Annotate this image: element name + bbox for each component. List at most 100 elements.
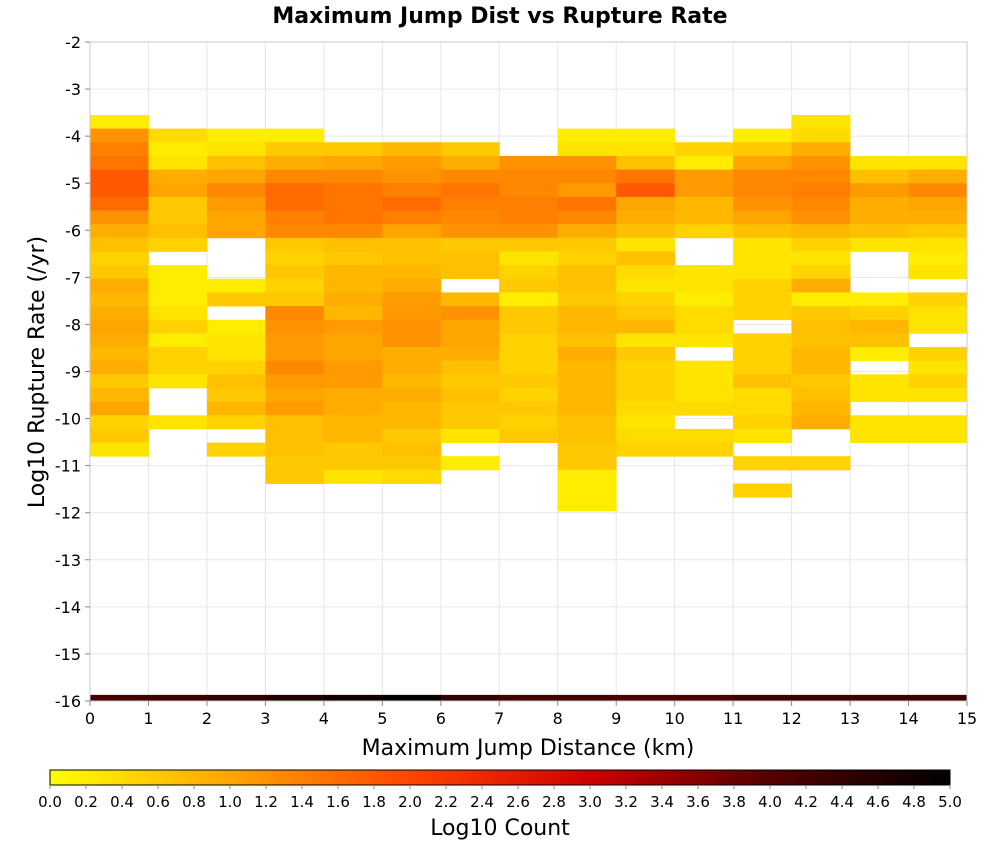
heatmap-cell: [265, 278, 325, 293]
heatmap-cell: [148, 142, 208, 157]
heatmap-cell: [382, 374, 442, 389]
heatmap-cell: [265, 196, 325, 211]
heatmap-cell: [850, 319, 909, 334]
heatmap-cell: [557, 237, 617, 252]
heatmap-cell-baseline: [440, 694, 500, 701]
heatmap-cell: [265, 224, 325, 239]
heatmap-cell: [616, 278, 676, 293]
heatmap-cell: [499, 347, 559, 362]
heatmap-cell: [323, 265, 383, 280]
heatmap-cell: [323, 456, 383, 471]
colorbar-tick-label: 2.6: [506, 793, 530, 811]
heatmap-cell: [382, 360, 442, 375]
heatmap-cell: [499, 251, 559, 266]
heatmap-cell-baseline: [557, 694, 617, 701]
heatmap-cell: [90, 415, 149, 430]
heatmap-cell: [616, 196, 676, 211]
heatmap-cell: [382, 347, 442, 362]
heatmap-cell: [265, 401, 325, 416]
heatmap-cell: [791, 319, 851, 334]
heatmap-cell: [499, 292, 559, 307]
heatmap-cell: [616, 292, 676, 307]
heatmap-cell: [674, 183, 734, 198]
x-tick-label: 15: [957, 709, 977, 728]
heatmap-cell: [850, 292, 909, 307]
colorbar-tick-label: 1.6: [326, 793, 350, 811]
heatmap-cell: [206, 128, 266, 143]
heatmap-cell: [265, 347, 325, 362]
heatmap-cell: [148, 360, 208, 375]
heatmap-cell-baseline: [850, 694, 909, 701]
heatmap-cell-baseline: [148, 694, 208, 701]
heatmap-cell: [206, 196, 266, 211]
x-tick-label: 0: [85, 709, 95, 728]
heatmap-cell-baseline: [265, 694, 325, 701]
heatmap-cell: [440, 428, 500, 443]
heatmap-cell: [206, 347, 266, 362]
heatmap-cell: [499, 278, 559, 293]
heatmap-cell: [440, 401, 500, 416]
colorbar-tick-label: 2.2: [434, 793, 458, 811]
heatmap-cell: [206, 387, 266, 403]
heatmap-cell: [382, 292, 442, 307]
heatmap-cell: [90, 114, 149, 130]
heatmap-cell: [382, 442, 442, 457]
heatmap-cell: [323, 401, 383, 416]
heatmap-cell: [90, 360, 149, 375]
heatmap-cell: [674, 401, 734, 416]
heatmap-cell: [90, 169, 149, 184]
x-tick-label: 14: [898, 709, 918, 728]
heatmap-cell: [206, 142, 266, 157]
heatmap-cell-baseline: [382, 694, 442, 701]
heatmap-cell: [616, 210, 676, 225]
heatmap-cell: [557, 169, 617, 184]
heatmap-cell: [206, 224, 266, 239]
heatmap-cell: [674, 428, 734, 443]
heatmap-cell: [206, 183, 266, 198]
heatmap-cell: [908, 387, 968, 403]
heatmap-cell: [557, 128, 617, 143]
heatmap-cell: [148, 210, 208, 225]
heatmap-cell: [616, 401, 676, 416]
heatmap-cell: [616, 155, 676, 170]
heatmap-cell: [499, 224, 559, 239]
heatmap-cell: [265, 387, 325, 403]
heatmap-cell: [382, 469, 442, 484]
heatmap-cell: [148, 183, 208, 198]
heatmap-cell: [499, 333, 559, 348]
y-tick-label: -5: [65, 174, 81, 193]
heatmap-cell: [616, 387, 676, 403]
heatmap-cell: [265, 292, 325, 307]
heatmap-cell: [323, 237, 383, 252]
heatmap-cell: [791, 333, 851, 348]
heatmap-cell: [323, 142, 383, 157]
x-tick-label: 3: [260, 709, 270, 728]
heatmap-cell: [908, 155, 968, 170]
heatmap-cell: [323, 251, 383, 266]
heatmap-cell: [674, 387, 734, 403]
heatmap-cell: [323, 387, 383, 403]
heatmap-cell: [733, 196, 792, 211]
heatmap-cell: [382, 142, 442, 157]
heatmap-cell: [674, 196, 734, 211]
heatmap-cell: [674, 442, 734, 457]
heatmap-cell: [557, 251, 617, 266]
heatmap-cell: [148, 155, 208, 170]
heatmap-cell: [733, 183, 792, 198]
heatmap-cell: [265, 469, 325, 484]
heatmap-cell: [265, 333, 325, 348]
heatmap-cell: [616, 442, 676, 457]
heatmap-cell: [616, 251, 676, 266]
heatmap-cell: [206, 374, 266, 389]
heatmap-cell: [323, 333, 383, 348]
heatmap-cell: [90, 374, 149, 389]
heatmap-cell: [733, 155, 792, 170]
heatmap-cell: [791, 155, 851, 170]
heatmap-cell-baseline: [791, 694, 851, 701]
heatmap-cell: [382, 428, 442, 443]
heatmap-cell: [791, 360, 851, 375]
colorbar-tick-label: 3.8: [722, 793, 746, 811]
heatmap-cell: [323, 442, 383, 457]
heatmap-cell: [90, 306, 149, 321]
heatmap-cell: [499, 306, 559, 321]
